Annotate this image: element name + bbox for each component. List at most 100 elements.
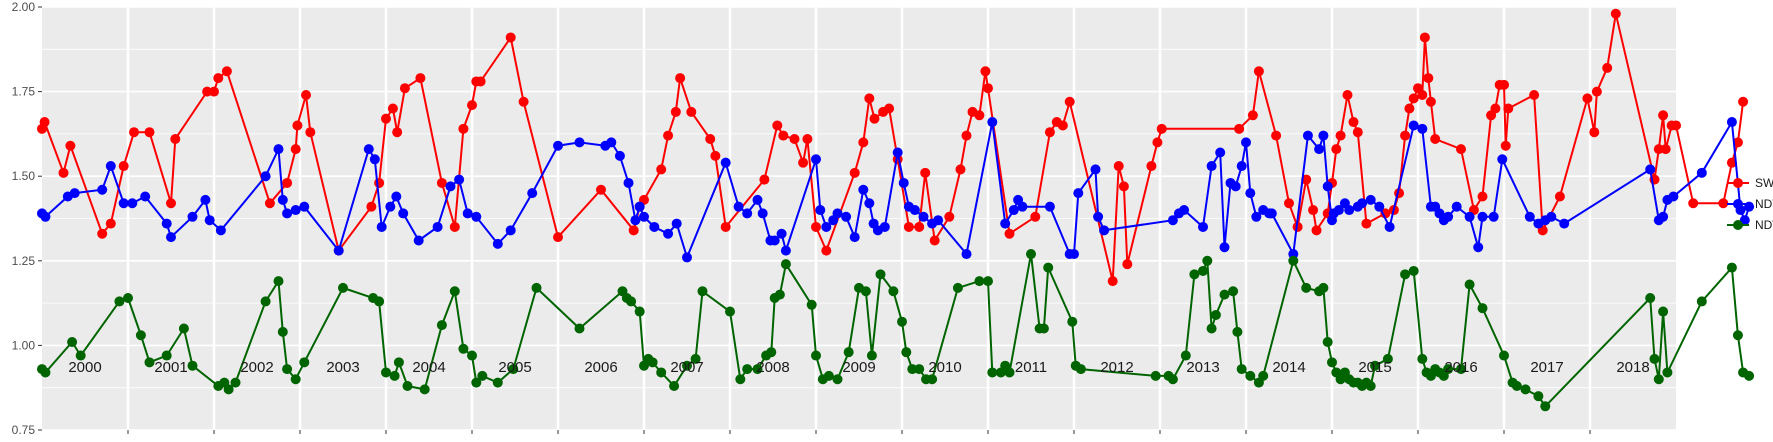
- data-point-ndwi: [866, 350, 877, 361]
- year-label: 2007: [670, 359, 703, 376]
- data-point-swir: [628, 225, 639, 236]
- data-point-ndwi: [1696, 296, 1707, 307]
- data-point-ndwi: [178, 323, 189, 334]
- data-point-swir: [1582, 93, 1593, 104]
- data-point-ndvi: [527, 188, 538, 199]
- data-point-ndvi: [376, 221, 387, 232]
- data-point-swir: [301, 89, 312, 100]
- data-point-ndwi: [1645, 293, 1656, 304]
- data-point-swir: [1499, 79, 1509, 90]
- data-point-ndvi: [1099, 225, 1110, 236]
- data-point-swir: [1400, 130, 1411, 141]
- data-point-ndvi: [200, 194, 211, 205]
- data-point-ndvi: [290, 205, 301, 216]
- data-point-ndwi: [1499, 350, 1509, 361]
- data-point-ndwi: [1533, 391, 1544, 402]
- legend-label: SWIR: [1755, 176, 1773, 190]
- y-tick-label: 1.50: [12, 169, 36, 183]
- legend-key-marker: [1733, 220, 1743, 230]
- year-label: 2000: [68, 359, 101, 376]
- data-point-swir: [1456, 144, 1466, 155]
- data-point-ndvi: [776, 228, 787, 239]
- data-point-swir: [1152, 137, 1163, 148]
- data-point-ndvi: [811, 154, 821, 165]
- data-point-swir: [1044, 127, 1055, 138]
- data-point-ndvi: [1266, 208, 1277, 219]
- data-point-ndwi: [223, 384, 234, 395]
- data-point-ndwi: [492, 377, 503, 388]
- data-point-swir: [1311, 225, 1322, 236]
- data-point-ndwi: [875, 269, 886, 280]
- data-point-swir: [1425, 96, 1436, 107]
- data-point-ndvi: [1230, 181, 1241, 192]
- data-point-ndwi: [780, 259, 791, 270]
- data-point-ndwi: [123, 293, 133, 304]
- data-point-swir: [1361, 218, 1372, 229]
- data-point-ndwi: [974, 276, 985, 287]
- data-point-ndvi: [445, 181, 456, 192]
- data-point-ndwi: [1744, 370, 1755, 381]
- data-point-ndwi: [574, 323, 585, 334]
- data-point-swir: [449, 221, 460, 232]
- data-point-ndwi: [1382, 353, 1393, 364]
- x-axis-ticks: [127, 430, 1591, 434]
- year-label: 2003: [326, 359, 359, 376]
- data-point-swir: [1271, 130, 1282, 141]
- data-point-swir: [1247, 110, 1258, 121]
- data-point-swir: [944, 211, 955, 222]
- series-ndwi: [37, 249, 1755, 412]
- data-point-swir: [399, 83, 410, 94]
- data-point-ndwi: [144, 357, 155, 368]
- data-point-swir: [772, 120, 783, 131]
- data-point-ndwi: [1219, 289, 1230, 300]
- data-point-ndvi: [1417, 123, 1428, 134]
- data-point-swir: [596, 184, 606, 195]
- data-point-ndwi: [766, 347, 777, 358]
- data-point-ndwi: [1189, 269, 1200, 280]
- data-point-swir: [961, 130, 972, 141]
- year-label: 2018: [1616, 359, 1649, 376]
- data-point-ndvi: [187, 211, 198, 222]
- data-point-swir: [209, 86, 219, 97]
- data-point-swir: [1331, 144, 1342, 155]
- data-point-ndwi: [187, 360, 198, 371]
- data-point-ndvi: [140, 191, 151, 202]
- data-point-swir: [1342, 89, 1353, 100]
- data-point-ndvi: [454, 174, 465, 185]
- data-point-swir: [467, 100, 477, 111]
- data-point-ndvi: [69, 188, 80, 199]
- data-point-ndwi: [1658, 306, 1669, 317]
- data-point-ndwi: [1228, 286, 1239, 297]
- data-point-ndvi: [282, 208, 293, 219]
- data-point-ndvi: [1668, 191, 1679, 202]
- data-point-ndwi: [752, 364, 763, 375]
- data-point-ndvi: [1408, 120, 1419, 131]
- data-point-swir: [675, 73, 686, 84]
- year-label: 2004: [412, 359, 445, 376]
- data-point-ndvi: [757, 208, 768, 219]
- data-point-ndvi: [105, 161, 116, 172]
- data-point-swir: [884, 103, 895, 114]
- data-point-ndvi: [1008, 205, 1019, 216]
- data-point-ndvi: [815, 205, 826, 216]
- data-point-ndwi: [843, 347, 854, 358]
- data-point-ndwi: [290, 374, 301, 385]
- data-point-ndvi: [933, 215, 944, 226]
- data-point-ndwi: [436, 320, 447, 331]
- data-point-ndwi: [260, 296, 271, 307]
- data-point-ndwi: [338, 282, 348, 293]
- data-point-swir: [759, 174, 770, 185]
- data-point-ndvi: [614, 150, 625, 161]
- data-point-swir: [1423, 73, 1434, 84]
- data-point-ndvi: [391, 191, 402, 202]
- data-point-swir: [705, 133, 716, 144]
- data-point-swir: [221, 66, 232, 77]
- data-point-ndvi: [720, 157, 731, 168]
- data-point-swir: [105, 218, 116, 229]
- data-point-ndwi: [1540, 401, 1551, 412]
- series-swir: [37, 8, 1749, 287]
- data-point-ndwi: [1245, 370, 1256, 381]
- data-point-swir: [97, 228, 108, 239]
- data-point-ndvi: [1215, 147, 1226, 158]
